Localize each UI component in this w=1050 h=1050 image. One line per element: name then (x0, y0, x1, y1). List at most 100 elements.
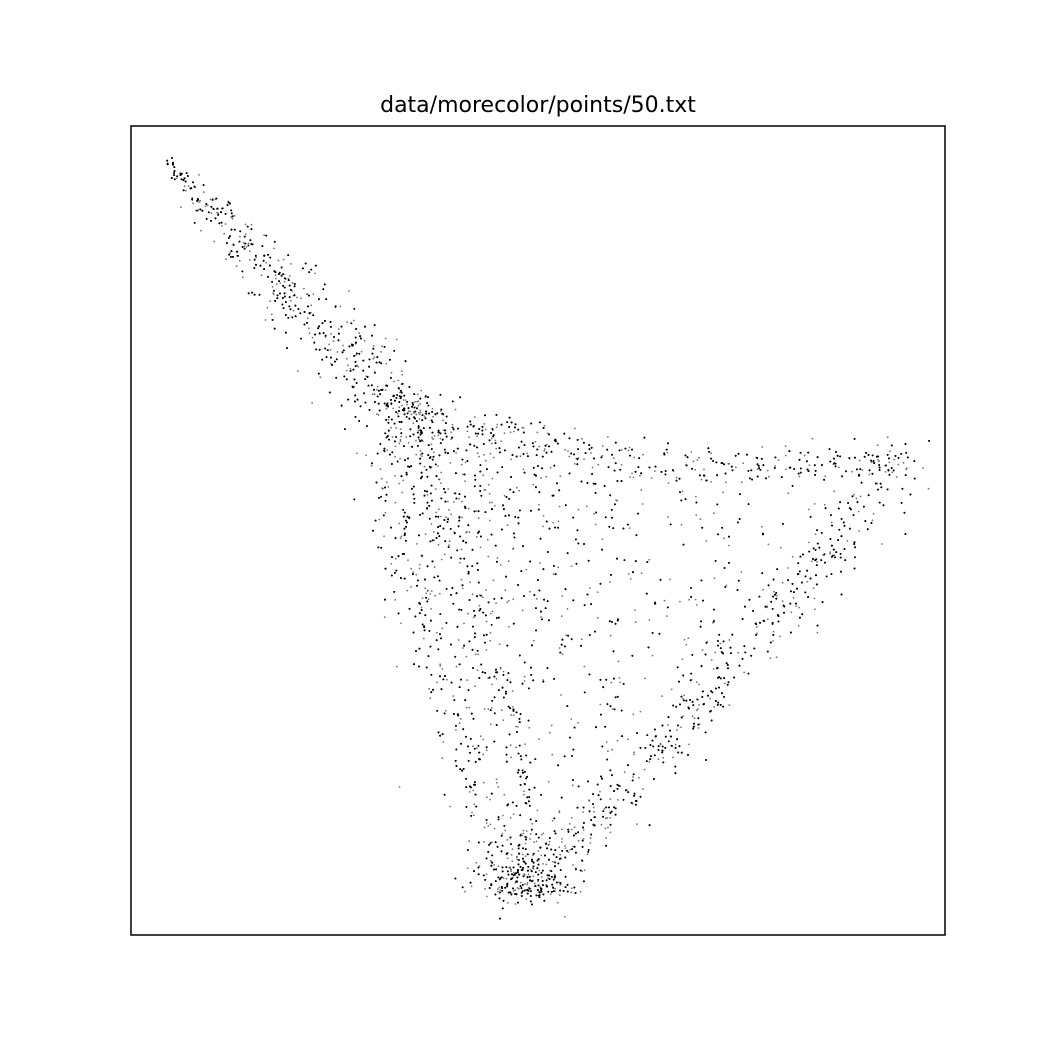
scatter-point (728, 639, 731, 641)
scatter-point (538, 445, 541, 448)
scatter-point (667, 516, 669, 518)
scatter-point (453, 501, 455, 503)
scatter-point (705, 540, 708, 542)
scatter-point (427, 598, 430, 601)
scatter-point (661, 695, 663, 697)
scatter-point (535, 840, 538, 843)
scatter-point (303, 287, 305, 290)
scatter-point (525, 830, 528, 832)
scatter-point (394, 474, 396, 477)
scatter-point (772, 630, 775, 633)
scatter-point (440, 482, 442, 484)
scatter-point (761, 526, 763, 528)
scatter-point (510, 756, 512, 759)
scatter-point (528, 726, 531, 729)
scatter-point (432, 415, 434, 418)
scatter-point (279, 282, 282, 284)
scatter-point (581, 870, 583, 873)
scatter-point (417, 429, 420, 432)
scatter-point (514, 903, 517, 905)
scatter-point (424, 587, 427, 590)
scatter-point (497, 786, 500, 788)
scatter-point (695, 681, 698, 683)
scatter-point (583, 869, 586, 872)
scatter-point (667, 482, 670, 484)
scatter-point (365, 454, 367, 457)
scatter-point (571, 784, 574, 787)
scatter-point (512, 871, 515, 874)
scatter-point (482, 474, 484, 477)
scatter-point (418, 418, 421, 420)
scatter-point (536, 809, 539, 812)
scatter-point (797, 624, 800, 627)
scatter-point (385, 407, 388, 410)
scatter-point (499, 889, 502, 891)
scatter-point (381, 345, 383, 348)
scatter-point (650, 477, 653, 479)
scatter-point (434, 488, 437, 490)
scatter-point (558, 894, 561, 896)
scatter-point (644, 677, 646, 680)
scatter-point (611, 748, 613, 751)
scatter-point (346, 321, 348, 324)
scatter-point (583, 458, 585, 461)
scatter-point (460, 463, 463, 466)
scatter-point (540, 833, 543, 836)
scatter-point (447, 488, 450, 490)
scatter-point (478, 455, 480, 458)
scatter-point (607, 436, 609, 438)
scatter-point (723, 537, 725, 540)
scatter-point (429, 697, 432, 700)
scatter-point (570, 816, 573, 819)
scatter-point (291, 281, 294, 284)
scatter-point (472, 745, 474, 748)
scatter-point (264, 319, 267, 321)
scatter-point (784, 454, 787, 457)
scatter-point (398, 482, 401, 485)
scatter-point (459, 717, 462, 720)
scatter-point (545, 863, 548, 866)
scatter-point (884, 471, 887, 473)
scatter-point (348, 290, 350, 292)
scatter-point (522, 829, 525, 832)
scatter-point (512, 889, 515, 892)
scatter-point (527, 873, 530, 876)
scatter-point (637, 776, 640, 779)
scatter-point (572, 864, 574, 866)
scatter-point (423, 465, 426, 468)
scatter-point (457, 639, 460, 641)
scatter-point (390, 426, 392, 429)
scatter-point (478, 865, 481, 867)
scatter-point (183, 185, 186, 188)
scatter-point (187, 185, 190, 187)
scatter-point (582, 811, 584, 813)
scatter-point (437, 465, 439, 467)
scatter-point (634, 621, 637, 624)
scatter-point (792, 596, 795, 599)
scatter-point (592, 806, 595, 809)
scatter-point (300, 297, 302, 300)
scatter-point (526, 452, 528, 455)
scatter-point (239, 235, 241, 238)
scatter-point (245, 246, 248, 248)
scatter-point (833, 490, 835, 493)
scatter-point (419, 449, 422, 452)
scatter-point (666, 615, 668, 617)
scatter-point (577, 839, 580, 842)
scatter-point (694, 468, 697, 471)
scatter-point (532, 483, 535, 486)
scatter-point (695, 604, 698, 606)
scatter-point (449, 462, 452, 464)
scatter-point (545, 475, 548, 478)
scatter-point (273, 247, 275, 250)
scatter-point (524, 855, 527, 857)
scatter-point (511, 690, 514, 692)
scatter-point (811, 437, 814, 440)
scatter-point (429, 593, 432, 595)
scatter-point (498, 886, 501, 889)
scatter-point (648, 558, 651, 561)
scatter-point (571, 828, 573, 831)
scatter-point (640, 572, 643, 575)
scatter-point (433, 539, 436, 542)
